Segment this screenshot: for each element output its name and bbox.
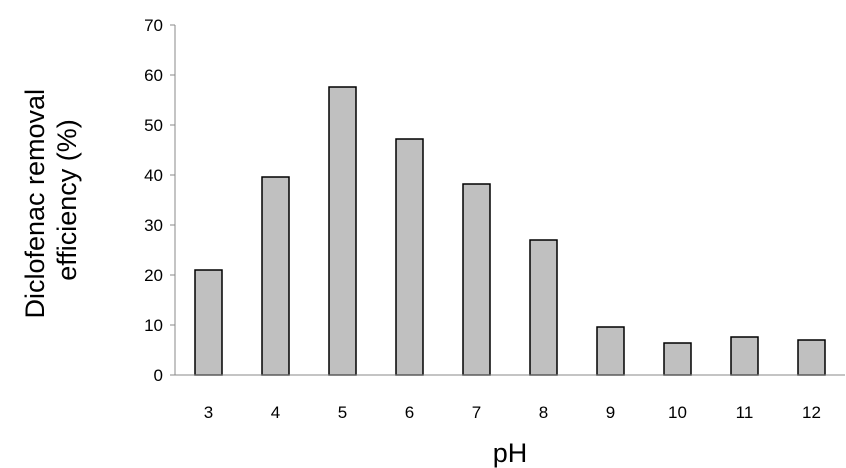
bar-ph-12 bbox=[797, 339, 826, 376]
x-tick-label: 11 bbox=[736, 403, 754, 422]
x-tick-label: 5 bbox=[338, 403, 347, 422]
y-tick-label: 60 bbox=[144, 66, 163, 85]
bar-ph-4 bbox=[261, 176, 290, 376]
y-tick-label: 10 bbox=[144, 316, 163, 335]
bar-ph-7 bbox=[462, 183, 491, 376]
bar-ph-5 bbox=[328, 86, 357, 376]
y-tick-label: 50 bbox=[144, 116, 163, 135]
y-tick-label: 70 bbox=[144, 16, 163, 35]
y-tick-label: 20 bbox=[144, 266, 163, 285]
y-axis-title: Diclofenac removal efficiency (%) bbox=[20, 81, 82, 318]
axes-group bbox=[174, 25, 845, 376]
bar-ph-3 bbox=[194, 269, 223, 376]
bar-ph-8 bbox=[529, 239, 558, 376]
y-axis-title-line-1: Diclofenac removal bbox=[20, 89, 50, 319]
bars-group bbox=[194, 86, 826, 376]
x-tick-label: 9 bbox=[606, 403, 615, 422]
x-tick-label: 4 bbox=[271, 403, 280, 422]
bar-ph-11 bbox=[730, 336, 759, 376]
bar-ph-10 bbox=[663, 342, 692, 376]
y-tick-label: 30 bbox=[144, 216, 163, 235]
x-tick-label: 7 bbox=[472, 403, 481, 422]
x-tick-label: 10 bbox=[668, 403, 687, 422]
y-tick-label: 40 bbox=[144, 166, 163, 185]
x-tick-label: 6 bbox=[405, 403, 414, 422]
y-axis-title-line-2: efficiency (%) bbox=[52, 119, 82, 281]
bar-ph-6 bbox=[395, 138, 424, 376]
x-tick-label: 3 bbox=[204, 403, 213, 422]
x-tick-label: 8 bbox=[539, 403, 548, 422]
x-axis-title: pH bbox=[493, 438, 528, 468]
y-tick-label: 0 bbox=[154, 366, 163, 385]
y-ticks-group: 0 10 20 30 40 50 60 70 bbox=[144, 16, 175, 385]
x-ticks-group: 3 4 5 6 7 8 9 10 11 12 bbox=[204, 403, 821, 422]
x-tick-label: 12 bbox=[802, 403, 821, 422]
bar-ph-9 bbox=[596, 326, 625, 376]
